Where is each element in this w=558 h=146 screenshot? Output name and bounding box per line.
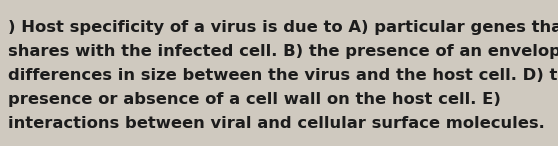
Text: ) Host specificity of a virus is due to A) particular genes that it: ) Host specificity of a virus is due to … (8, 20, 558, 35)
Text: presence or absence of a cell wall on the host cell. E): presence or absence of a cell wall on th… (8, 92, 501, 107)
Text: shares with the infected cell. B) the presence of an envelope. C): shares with the infected cell. B) the pr… (8, 44, 558, 59)
Text: differences in size between the virus and the host cell. D) the: differences in size between the virus an… (8, 68, 558, 83)
Text: interactions between viral and cellular surface molecules.: interactions between viral and cellular … (8, 116, 545, 131)
